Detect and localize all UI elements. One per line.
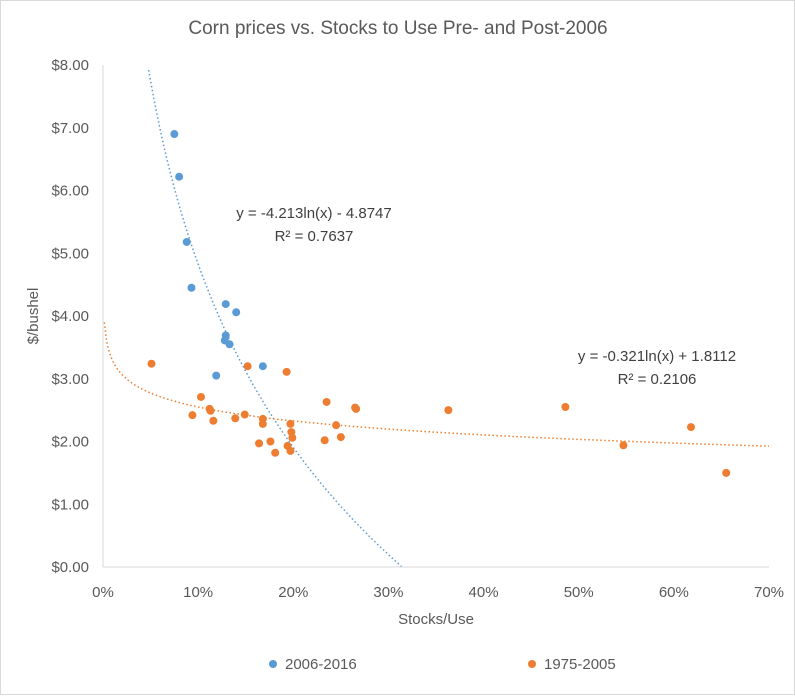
data-point-1975-2005 xyxy=(336,433,345,442)
data-point-2006-2016 xyxy=(182,237,191,246)
data-point-1975-2005 xyxy=(206,406,215,415)
data-point-1975-2005 xyxy=(266,437,275,446)
y-tick-label: $4.00 xyxy=(51,308,89,325)
data-point-2006-2016 xyxy=(221,300,230,309)
trendline-2006-2016 xyxy=(147,69,402,567)
data-point-1975-2005 xyxy=(322,397,331,406)
data-point-1975-2005 xyxy=(147,359,156,368)
legend-marker-2006-2016 xyxy=(269,660,277,668)
data-point-1975-2005 xyxy=(188,411,197,420)
data-point-1975-2005 xyxy=(288,433,297,442)
x-axis-title: Stocks/Use xyxy=(398,611,474,628)
data-point-1975-2005 xyxy=(722,468,731,477)
data-point-2006-2016 xyxy=(187,283,196,292)
data-point-1975-2005 xyxy=(286,446,295,455)
x-tick-label: 20% xyxy=(278,584,308,601)
data-point-1975-2005 xyxy=(209,416,218,425)
y-axis-title: $/bushel xyxy=(25,288,42,345)
data-points xyxy=(147,130,731,477)
x-tick-label: 70% xyxy=(754,584,784,601)
data-point-1975-2005 xyxy=(444,406,453,415)
x-tick-label: 60% xyxy=(659,584,689,601)
data-point-2006-2016 xyxy=(212,371,221,380)
y-tick-label: $7.00 xyxy=(51,120,89,137)
y-tick-label: $3.00 xyxy=(51,371,89,388)
equation-blue: y = -4.213ln(x) - 4.8747 R² = 0.7637 xyxy=(236,205,392,245)
data-point-2006-2016 xyxy=(232,308,241,317)
legend: 2006-2016 1975-2005 xyxy=(269,656,616,673)
y-tick-label: $5.00 xyxy=(51,245,89,262)
y-axis-ticks: $0.00 $1.00 $2.00 $3.00 $4.00 $5.00 $6.00 $7.00… xyxy=(51,57,89,576)
x-tick-label: 0% xyxy=(92,584,114,601)
y-tick-label: $8.00 xyxy=(51,57,89,74)
data-point-1975-2005 xyxy=(352,404,361,413)
data-point-1975-2005 xyxy=(258,419,267,428)
equation-blue-formula: y = -4.213ln(x) - 4.8747 xyxy=(236,205,392,222)
legend-marker-1975-2005 xyxy=(528,660,536,668)
y-tick-label: $1.00 xyxy=(51,496,89,513)
data-point-2006-2016 xyxy=(225,340,234,349)
data-point-1975-2005 xyxy=(231,414,240,423)
x-axis-ticks: 0% 10% 20% 30% 40% 50% 60% 70% xyxy=(92,584,784,601)
data-point-1975-2005 xyxy=(240,410,249,419)
trendlines xyxy=(103,69,770,567)
equation-blue-r2: R² = 0.7637 xyxy=(275,228,354,245)
legend-label-2006-2016: 2006-2016 xyxy=(285,656,357,673)
y-tick-label: $2.00 xyxy=(51,434,89,451)
data-point-2006-2016 xyxy=(175,172,184,181)
x-tick-label: 50% xyxy=(564,584,594,601)
data-point-1975-2005 xyxy=(243,362,252,371)
data-point-1975-2005 xyxy=(286,419,295,428)
equation-orange-formula: y = -0.321ln(x) + 1.8112 xyxy=(578,348,736,365)
data-point-1975-2005 xyxy=(332,421,341,430)
data-point-1975-2005 xyxy=(271,448,280,457)
trendline-1975-2005 xyxy=(103,322,770,447)
legend-label-1975-2005: 1975-2005 xyxy=(544,656,616,673)
chart-title: Corn prices vs. Stocks to Use Pre- and P… xyxy=(188,18,607,39)
data-point-1975-2005 xyxy=(320,436,329,445)
equation-orange: y = -0.321ln(x) + 1.8112 R² = 0.2106 xyxy=(578,348,736,388)
data-point-1975-2005 xyxy=(282,367,291,376)
y-tick-label: $0.00 xyxy=(51,559,89,576)
y-tick-label: $6.00 xyxy=(51,183,89,200)
data-point-1975-2005 xyxy=(619,441,628,450)
x-tick-label: 30% xyxy=(373,584,403,601)
equation-orange-r2: R² = 0.2106 xyxy=(618,371,697,388)
x-tick-label: 10% xyxy=(183,584,213,601)
data-point-1975-2005 xyxy=(196,392,205,401)
data-point-1975-2005 xyxy=(686,423,695,432)
data-point-1975-2005 xyxy=(561,402,570,411)
x-tick-label: 40% xyxy=(469,584,499,601)
data-point-2006-2016 xyxy=(170,130,179,139)
data-point-2006-2016 xyxy=(258,362,267,371)
data-point-1975-2005 xyxy=(255,439,264,448)
